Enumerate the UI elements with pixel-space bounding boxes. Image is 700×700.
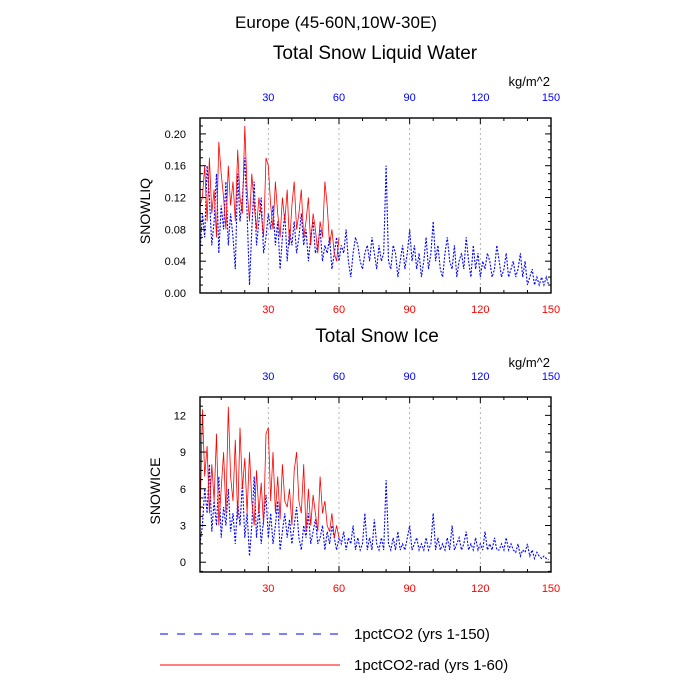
legend-label-1pctco2: 1pctCO2 (yrs 1-150) — [354, 626, 490, 643]
snowice-y-tick-label: 0 — [180, 557, 186, 569]
snowliq-y-tick-label: 0.12 — [165, 193, 186, 205]
snowliq-x-tick-label-bottom: 30 — [262, 304, 274, 316]
snowliq-x-tick-label-top: 90 — [404, 92, 416, 104]
snowice-x-tick-label-bottom: 150 — [542, 583, 560, 595]
snowice-series-1pctco2-rad — [199, 406, 340, 538]
snowice-series-1pctco2 — [199, 464, 549, 561]
snowliq-y-axis-label: SNOWLIQ — [137, 178, 153, 244]
snowice-y-axis-label: SNOWICE — [147, 458, 163, 525]
snowice-plot-frame — [199, 396, 552, 573]
snowliq-title: Total Snow Liquid Water — [273, 43, 478, 64]
snowliq-units: kg/m^2 — [508, 74, 550, 89]
snowliq-x-tick-label-bottom: 60 — [333, 304, 345, 316]
snowliq-series-1pctco2 — [199, 157, 551, 287]
snowice-x-tick-label-bottom: 120 — [471, 583, 489, 595]
snowliq-panel: Total Snow Liquid Water kg/m^2 SNOWLIQ 0… — [137, 43, 560, 316]
snowliq-series-1pctco2-rad — [199, 125, 340, 262]
snowliq-x-tick-label-top: 30 — [262, 92, 274, 104]
snowice-x-tick-label-top: 150 — [542, 371, 560, 383]
snowliq-y-tick-label: 0.08 — [165, 224, 186, 236]
snowice-x-tick-label-top: 30 — [262, 371, 274, 383]
snowice-y-tick-label: 3 — [180, 520, 186, 532]
snowliq-x-tick-label-top: 60 — [333, 92, 345, 104]
snowice-x-tick-label-top: 60 — [333, 371, 345, 383]
snowliq-y-tick-label: 0.00 — [165, 288, 186, 300]
snowliq-y-tick-label: 0.04 — [165, 256, 186, 268]
legend: 1pctCO2 (yrs 1-150) 1pctCO2-rad (yrs 1-6… — [160, 626, 508, 674]
snowliq-x-tick-label-top: 120 — [471, 92, 489, 104]
snowliq-x-tick-label-bottom: 150 — [542, 304, 560, 316]
legend-label-1pctco2-rad: 1pctCO2-rad (yrs 1-60) — [354, 657, 508, 674]
snowice-x-tick-label-bottom: 90 — [404, 583, 416, 595]
snowice-y-tick-label: 9 — [180, 447, 186, 459]
snowice-title: Total Snow Ice — [315, 326, 439, 347]
snowliq-y-tick-label: 0.16 — [165, 161, 186, 173]
snowice-x-tick-label-top: 120 — [471, 371, 489, 383]
snowice-y-tick-label: 6 — [180, 484, 186, 496]
region-title: Europe (45-60N,10W-30E) — [235, 13, 437, 32]
snowice-y-tick-label: 12 — [174, 410, 186, 422]
snowice-panel: Total Snow Ice kg/m^2 SNOWICE 0 3 6 9 12 30 60… — [147, 326, 560, 595]
snowice-x-tick-label-top: 90 — [404, 371, 416, 383]
snowice-x-tick-label-bottom: 60 — [333, 583, 345, 595]
snowliq-x-tick-label-bottom: 120 — [471, 304, 489, 316]
snowice-x-tick-label-bottom: 30 — [262, 583, 274, 595]
snowice-units: kg/m^2 — [508, 355, 550, 370]
snowliq-x-tick-label-top: 150 — [542, 92, 560, 104]
snowliq-x-tick-label-bottom: 90 — [404, 304, 416, 316]
snowliq-y-tick-label: 0.20 — [165, 129, 186, 141]
